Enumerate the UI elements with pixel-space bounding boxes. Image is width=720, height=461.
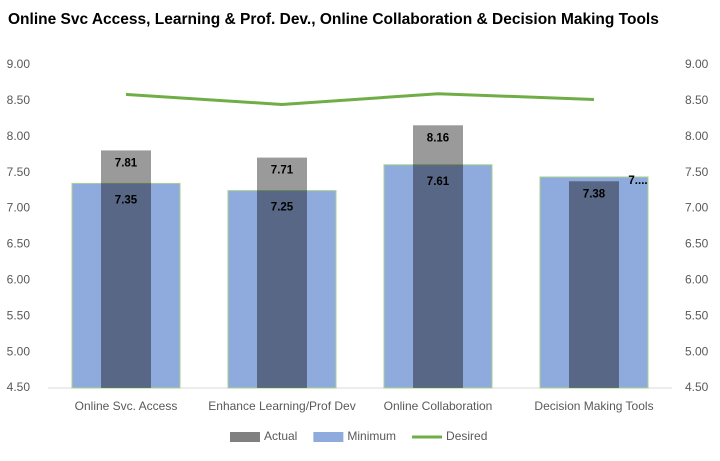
legend-label: Desired: [446, 429, 487, 443]
y2-tick-label: 6.00: [685, 273, 709, 287]
data-label-actual: 7.38: [583, 188, 606, 200]
y2-tick-label: 7.00: [685, 201, 709, 215]
bar-actual: [257, 157, 307, 388]
y-tick-label: 7.50: [7, 165, 31, 179]
y2-tick-label: 5.50: [685, 308, 709, 322]
y2-tick-label: 8.50: [685, 93, 709, 107]
y-tick-label: 5.50: [7, 308, 31, 322]
bar-actual: [101, 150, 151, 388]
y2-tick-label: 7.50: [685, 165, 709, 179]
x-tick-label: Online Collaboration: [384, 399, 493, 413]
y2-tick-label: 5.00: [685, 344, 709, 358]
y-tick-label: 9.00: [7, 57, 31, 71]
y2-tick-label: 6.50: [685, 237, 709, 251]
data-label-actual: 7.81: [115, 157, 138, 169]
data-label-actual: 7.71: [271, 165, 294, 177]
line-desired: [125, 92, 595, 106]
y-tick-label: 8.00: [7, 129, 31, 143]
y-tick-label: 7.00: [7, 201, 31, 215]
data-label-actual: 8.16: [427, 132, 449, 144]
y-tick-label: 6.00: [7, 273, 31, 287]
y2-tick-label: 9.00: [685, 57, 709, 71]
y2-tick-label: 4.50: [685, 380, 709, 394]
y2-tick-label: 8.00: [685, 129, 709, 143]
chart-title: Online Svc Access, Learning & Prof. Dev.…: [8, 11, 659, 28]
bar-actual: [569, 181, 619, 388]
data-label-minimum: 7.25: [271, 202, 294, 214]
y-tick-label: 4.50: [7, 380, 31, 394]
y-tick-label: 5.00: [7, 344, 31, 358]
x-tick-label: Online Svc. Access: [75, 399, 178, 413]
x-tick-label: Enhance Learning/Prof Dev: [208, 399, 355, 413]
legend-swatch: [313, 432, 344, 442]
x-tick-label: Decision Making Tools: [534, 399, 653, 413]
legend-label: Actual: [264, 429, 297, 443]
data-label-minimum: 7.35: [115, 194, 138, 206]
data-label-minimum: 7....: [628, 175, 647, 187]
y-tick-label: 8.50: [7, 93, 31, 107]
y-tick-label: 6.50: [7, 237, 31, 251]
data-label-minimum: 7.61: [427, 176, 450, 188]
bar-actual: [413, 125, 463, 388]
legend-swatch: [230, 432, 260, 442]
legend-label: Minimum: [347, 429, 396, 443]
